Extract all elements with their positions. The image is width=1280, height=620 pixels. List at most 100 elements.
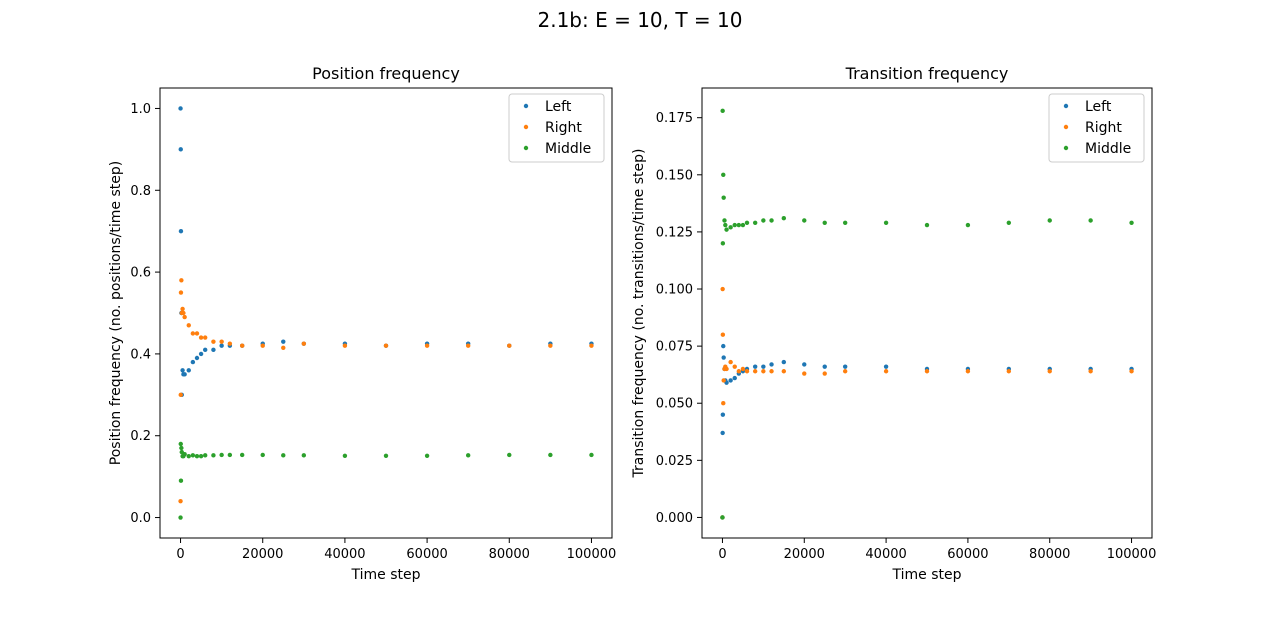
data-point-middle bbox=[186, 453, 191, 459]
data-point-middle bbox=[802, 218, 807, 223]
y-tick-label: 1.0 bbox=[130, 102, 151, 117]
data-point-middle bbox=[720, 108, 725, 114]
data-point-right bbox=[465, 343, 471, 348]
data-point-middle bbox=[1129, 220, 1134, 225]
data-point-right bbox=[227, 341, 233, 346]
data-point-left bbox=[194, 355, 200, 361]
data-point-middle bbox=[728, 225, 733, 230]
data-point-left bbox=[281, 339, 286, 344]
data-point-right bbox=[181, 310, 186, 316]
y-tick-label: 0.075 bbox=[656, 340, 693, 355]
data-point-left bbox=[178, 147, 183, 152]
legend-label-middle: Middle bbox=[1085, 141, 1131, 157]
x-axis-ticks: 0 20000 40000 60000 80000 100000 bbox=[718, 538, 1156, 562]
data-point-middle bbox=[178, 515, 183, 520]
data-point-right bbox=[178, 392, 183, 398]
data-point-middle bbox=[724, 227, 729, 232]
x-tick-label: 100000 bbox=[567, 547, 617, 562]
data-point-left bbox=[720, 412, 726, 417]
y-tick-label: 0.2 bbox=[130, 429, 151, 444]
data-point-middle bbox=[732, 222, 737, 228]
data-point-middle bbox=[752, 220, 758, 225]
data-point-left bbox=[769, 362, 774, 367]
data-point-right bbox=[732, 364, 737, 369]
data-point-right bbox=[178, 290, 184, 295]
data-point-left bbox=[752, 364, 758, 369]
y-tick-label: 0.100 bbox=[656, 283, 693, 298]
data-point-right bbox=[203, 335, 208, 340]
position-frequency-chart: Position frequency 0 20000 40000 60000 80000… bbox=[108, 64, 616, 583]
data-point-right bbox=[507, 343, 512, 348]
data-point-middle bbox=[239, 452, 245, 458]
data-point-right bbox=[724, 366, 729, 372]
chart-title: Position frequency bbox=[312, 64, 460, 83]
data-point-left bbox=[761, 364, 766, 369]
data-point-middle bbox=[722, 218, 727, 223]
data-point-right bbox=[198, 335, 204, 340]
data-point-right bbox=[383, 343, 389, 348]
y-axis-ticks: 0.0 0.2 0.4 0.6 0.8 1.0 bbox=[130, 102, 160, 526]
data-point-left bbox=[211, 347, 216, 353]
data-point-right bbox=[761, 369, 766, 374]
x-tick-label: 0 bbox=[718, 547, 726, 562]
data-point-right bbox=[752, 369, 758, 374]
legend-label-right: Right bbox=[1085, 120, 1122, 136]
data-point-middle bbox=[589, 452, 594, 458]
data-point-right bbox=[744, 369, 750, 374]
transition-frequency-chart: Transition frequency 0 20000 40000 60000 800… bbox=[631, 64, 1156, 583]
data-point-right bbox=[239, 343, 245, 348]
data-point-left bbox=[182, 372, 187, 377]
data-point-left bbox=[203, 347, 208, 353]
y-tick-label: 0.025 bbox=[656, 454, 693, 469]
data-point-right bbox=[301, 341, 307, 346]
data-point-right bbox=[548, 343, 553, 348]
data-point-middle bbox=[178, 478, 184, 483]
data-point-right bbox=[720, 332, 726, 337]
figure-suptitle: 2.1b: E = 10, T = 10 bbox=[537, 8, 742, 32]
data-point-right bbox=[728, 359, 733, 365]
data-point-middle bbox=[548, 452, 553, 458]
data-point-middle bbox=[736, 222, 742, 228]
y-tick-label: 0.0 bbox=[130, 511, 151, 526]
y-tick-label: 0.050 bbox=[656, 397, 693, 412]
legend-marker-right bbox=[1063, 124, 1069, 130]
data-point-left bbox=[186, 368, 191, 373]
x-tick-label: 0 bbox=[176, 547, 184, 562]
data-point-middle bbox=[198, 453, 204, 459]
data-point-right bbox=[720, 286, 725, 292]
x-tick-label: 60000 bbox=[406, 547, 447, 562]
data-point-middle bbox=[740, 222, 746, 228]
data-point-left bbox=[219, 343, 224, 348]
data-point-right bbox=[211, 339, 216, 344]
y-tick-label: 0.8 bbox=[130, 184, 151, 199]
x-axis-ticks: 0 20000 40000 60000 80000 100000 bbox=[176, 538, 616, 562]
data-point-right bbox=[424, 343, 430, 348]
data-point-right bbox=[589, 343, 594, 348]
y-axis-label: Transition frequency (no. transitions/ti… bbox=[631, 149, 647, 479]
y-tick-label: 0.4 bbox=[130, 347, 151, 362]
legend-label-right: Right bbox=[545, 120, 582, 136]
data-point-right bbox=[194, 331, 200, 336]
data-point-middle bbox=[260, 452, 265, 458]
data-point-right bbox=[190, 331, 196, 336]
data-point-right bbox=[179, 278, 184, 283]
x-tick-label: 60000 bbox=[947, 547, 988, 562]
data-point-right bbox=[736, 369, 742, 374]
y-tick-label: 0.000 bbox=[656, 511, 693, 526]
data-point-right bbox=[924, 369, 930, 374]
data-point-middle bbox=[721, 195, 726, 200]
data-point-middle bbox=[1047, 218, 1052, 223]
legend-marker-right bbox=[523, 124, 529, 130]
data-point-middle bbox=[178, 441, 183, 447]
data-point-middle bbox=[1006, 220, 1012, 225]
data-point-middle bbox=[190, 453, 196, 458]
data-point-right bbox=[883, 369, 889, 374]
data-point-middle bbox=[211, 453, 216, 458]
data-point-right bbox=[769, 369, 774, 374]
data-point-right bbox=[180, 306, 185, 312]
x-tick-label: 20000 bbox=[242, 547, 283, 562]
legend-box bbox=[508, 93, 605, 163]
data-point-middle bbox=[761, 218, 766, 223]
data-point-left bbox=[802, 362, 807, 367]
data-point-left bbox=[732, 375, 737, 381]
